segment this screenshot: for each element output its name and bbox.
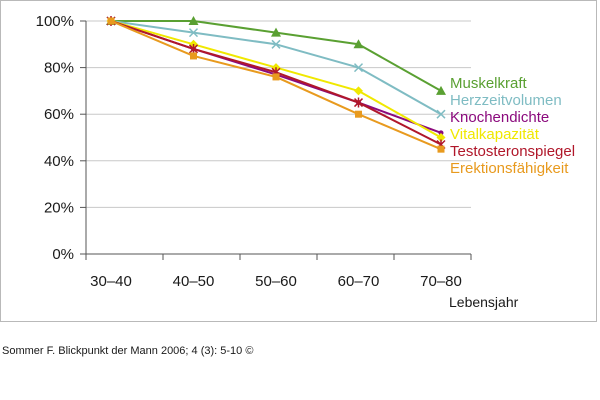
- source-citation: Sommer F. Blickpunkt der Mann 2006; 4 (3…: [2, 345, 254, 357]
- x-tick-label: 50–60: [255, 273, 297, 290]
- legend-entry-knochendichte: Knochendichte: [450, 109, 549, 126]
- data-point-muskelkraft: [353, 39, 364, 49]
- series-line-testosteronspiegel: [110, 20, 442, 146]
- series-line-erektionsfahigkeit: [110, 20, 442, 151]
- x-tick-label: 30–40: [90, 273, 132, 290]
- data-point-erektionsfahigkeit: [107, 17, 115, 25]
- y-axis: 0% 20% 40% 60% 80% 100%: [36, 13, 87, 263]
- legend-entry-vitalkapazitat: Vitalkapazität: [450, 126, 540, 143]
- series-erektionsfahigkeit: [107, 17, 445, 153]
- legend-entry-testosteronspiegel: Testosteronspiegel: [450, 143, 575, 160]
- legend-entry-erektionsfahigkeit: Erektionsfähigkeit: [450, 160, 569, 177]
- series-group: [106, 16, 446, 153]
- data-point-herzzeitvolumen: [271, 39, 281, 49]
- data-point-herzzeitvolumen: [436, 109, 446, 119]
- x-axis-label: Lebensjahr: [449, 294, 519, 310]
- chart-figure: 0% 20% 40% 60% 80% 100% 30–40 40–50 50–60 60–70 7…: [0, 0, 597, 322]
- data-point-herzzeitvolumen: [188, 28, 199, 38]
- y-tick-label: 100%: [36, 13, 74, 30]
- legend-entry-herzzeitvolumen: Herzzeitvolumen: [450, 92, 562, 109]
- y-tick-label: 80%: [44, 60, 74, 77]
- data-point-erektionsfahigkeit: [355, 110, 362, 118]
- data-point-vitalkapazitat: [354, 86, 363, 96]
- data-point-muskelkraft: [188, 16, 199, 25]
- data-point-erektionsfahigkeit: [272, 73, 280, 81]
- data-point-testosteronspiegel: [353, 97, 364, 108]
- legend: MuskelkraftHerzzeitvolumenKnochendichteV…: [450, 75, 575, 177]
- data-point-herzzeitvolumen: [353, 63, 364, 73]
- data-point-muskelkraft: [436, 85, 446, 95]
- x-axis: 30–40 40–50 50–60 60–70 70–80: [85, 254, 472, 290]
- x-tick-label: 40–50: [173, 273, 215, 290]
- data-point-vitalkapazitat: [436, 133, 446, 142]
- data-point-knochendichte: [438, 130, 444, 136]
- y-tick-label: 20%: [44, 199, 74, 216]
- legend-entry-muskelkraft: Muskelkraft: [450, 75, 528, 92]
- data-point-erektionsfahigkeit: [437, 145, 445, 153]
- data-point-testosteronspiegel: [188, 43, 199, 54]
- y-tick-label: 0%: [52, 246, 74, 263]
- x-tick-label: 60–70: [338, 273, 380, 290]
- data-point-muskelkraft: [271, 27, 281, 37]
- data-point-erektionsfahigkeit: [190, 52, 197, 60]
- x-tick-label: 70–80: [420, 273, 462, 290]
- y-tick-label: 40%: [44, 153, 74, 170]
- y-tick-label: 60%: [44, 106, 74, 123]
- line-chart: 0% 20% 40% 60% 80% 100% 30–40 40–50 50–60 60–70 7…: [36, 13, 575, 310]
